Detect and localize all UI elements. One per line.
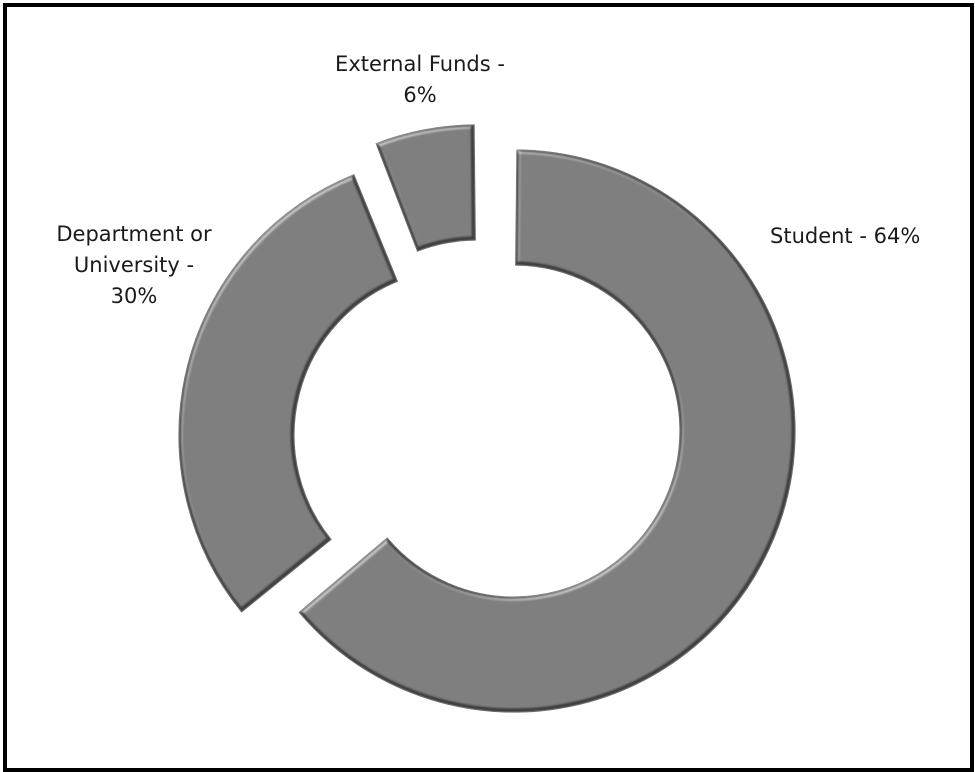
slice-label-line: Student - 64%: [770, 224, 920, 248]
slice-label-line: External Funds -: [335, 52, 505, 76]
slice-label-department-or-university: Department or University - 30%: [56, 222, 212, 308]
slice-student: [298, 149, 796, 713]
slice-external-funds: [375, 124, 476, 252]
slice-label-line: 6%: [403, 83, 436, 107]
slice-label-line: 30%: [111, 284, 158, 308]
slice-label-student: Student - 64%: [770, 224, 920, 248]
slice-label-line: University -: [74, 253, 194, 277]
slice-department-or-university: [178, 174, 399, 613]
slice-label-external-funds: External Funds - 6%: [335, 52, 505, 107]
slice-label-line: Department or: [56, 222, 212, 246]
